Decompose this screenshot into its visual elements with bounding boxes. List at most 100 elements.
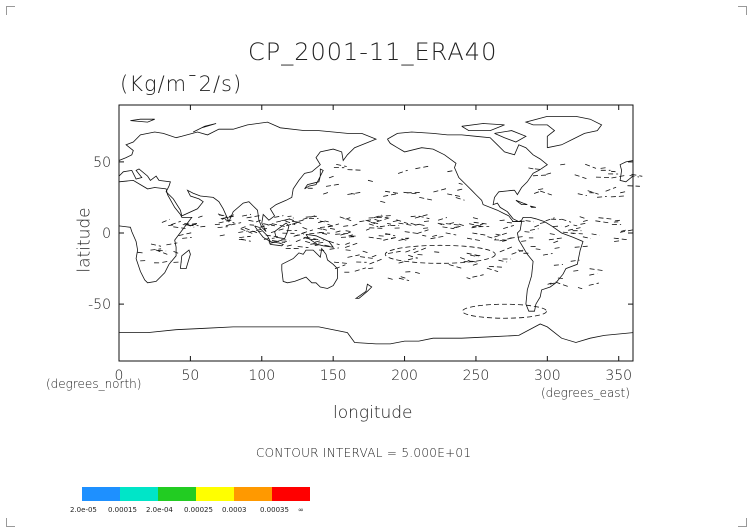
coastline [118, 121, 378, 232]
contour-segment [310, 241, 324, 245]
contour-segment [533, 191, 540, 194]
contour-segment [600, 167, 606, 169]
contour-segment [423, 220, 430, 222]
contour-segment [549, 233, 557, 236]
contour-segment [191, 222, 199, 225]
contour-segment [255, 219, 263, 223]
contour-segment [570, 259, 580, 262]
contour-segment [369, 227, 385, 229]
contour-segment [241, 226, 246, 229]
contour-segment [281, 240, 291, 243]
contour-segment [613, 237, 629, 241]
contour-segment [150, 243, 162, 247]
contour-segment [244, 227, 258, 234]
contour-segment [348, 234, 353, 237]
contour-segment [345, 230, 353, 233]
colorbar-swatch [120, 487, 158, 501]
contour-segment [568, 227, 581, 231]
x-tick-label: 50 [181, 368, 199, 384]
contour-segment [499, 246, 513, 253]
contour-segment [374, 218, 382, 223]
contour-segment [345, 216, 352, 220]
contour-segment [495, 233, 502, 236]
contour-segment [377, 215, 393, 217]
contour-segment [359, 256, 373, 259]
contour-segment [224, 219, 235, 224]
contour-segment [155, 249, 168, 255]
contour-segment [340, 231, 351, 236]
contour-interval-note: CONTOUR INTERVAL = 5.000E+01 [256, 446, 472, 460]
contour-segment [269, 239, 283, 244]
contour-segment [370, 221, 376, 224]
contour-segment [385, 233, 396, 237]
contour-segment [286, 244, 292, 247]
contour-segment [455, 197, 465, 201]
y-tick-label: 50 [93, 155, 111, 171]
x-axis-units-right: (degrees_east) [541, 386, 630, 400]
contour-segment [323, 191, 331, 195]
colorbar-label: ∞ [298, 506, 304, 514]
contour-segment [546, 172, 553, 175]
contour-segment [614, 240, 622, 242]
contour-segment [225, 222, 235, 227]
contour-segment [137, 251, 144, 254]
colorbar-label: 0.00035 [260, 506, 289, 514]
contour-segment [161, 218, 170, 223]
contour-segment [517, 249, 525, 253]
contour-segment [620, 229, 628, 232]
contour-segment [218, 219, 234, 224]
contour-segment [503, 225, 515, 229]
contour-segment [560, 163, 567, 166]
contour-segment [532, 174, 548, 177]
contour-segment [416, 229, 429, 234]
contour-segment [271, 223, 285, 227]
contour-segment [340, 236, 355, 238]
x-tick-label: 250 [463, 368, 490, 384]
contour-segment [413, 247, 427, 254]
contour-segment [595, 176, 612, 178]
contour-segment [334, 264, 346, 270]
contour-segment [467, 237, 481, 241]
contour-segment [408, 254, 418, 259]
coastline [619, 160, 634, 183]
contour-segment [466, 277, 471, 280]
contour-segment [182, 224, 193, 226]
contour-segment [579, 216, 588, 220]
contour-segment [595, 220, 609, 224]
contour-segment [447, 193, 462, 198]
colorbar-swatch [82, 487, 120, 501]
contour-segment [553, 264, 564, 266]
contour-segment [498, 259, 508, 263]
contour-segment [198, 215, 203, 218]
contour-segment [339, 216, 352, 222]
chart-title: CP_2001-11_ERA40 [248, 38, 498, 66]
contour-segment [589, 273, 598, 276]
contour-segment [314, 244, 319, 246]
contour-segment [398, 261, 406, 264]
coastline [387, 131, 584, 312]
contour-segment [333, 261, 348, 264]
contour-segment [335, 233, 349, 235]
contour-segment [256, 228, 268, 231]
contour-segment [246, 215, 261, 219]
contour-segment [610, 195, 625, 198]
contour-segment [217, 213, 229, 219]
contour-segment [303, 236, 313, 241]
contour-segment [442, 226, 455, 230]
coastline [524, 116, 603, 149]
contour-segment [439, 223, 447, 226]
contour-segment [577, 287, 583, 290]
contour-segment [418, 215, 430, 220]
contour-segment [528, 167, 536, 170]
contour-segment [285, 220, 296, 226]
contour-segment [376, 217, 391, 223]
contour-segment [240, 228, 253, 234]
contour-segment [499, 219, 507, 221]
contour-segment [564, 225, 570, 228]
contour-segment [241, 238, 251, 242]
contour-segment [365, 219, 380, 225]
coastline [461, 123, 505, 131]
contour-segment [487, 236, 497, 240]
coastline [354, 283, 373, 299]
contour-segment [354, 267, 366, 272]
